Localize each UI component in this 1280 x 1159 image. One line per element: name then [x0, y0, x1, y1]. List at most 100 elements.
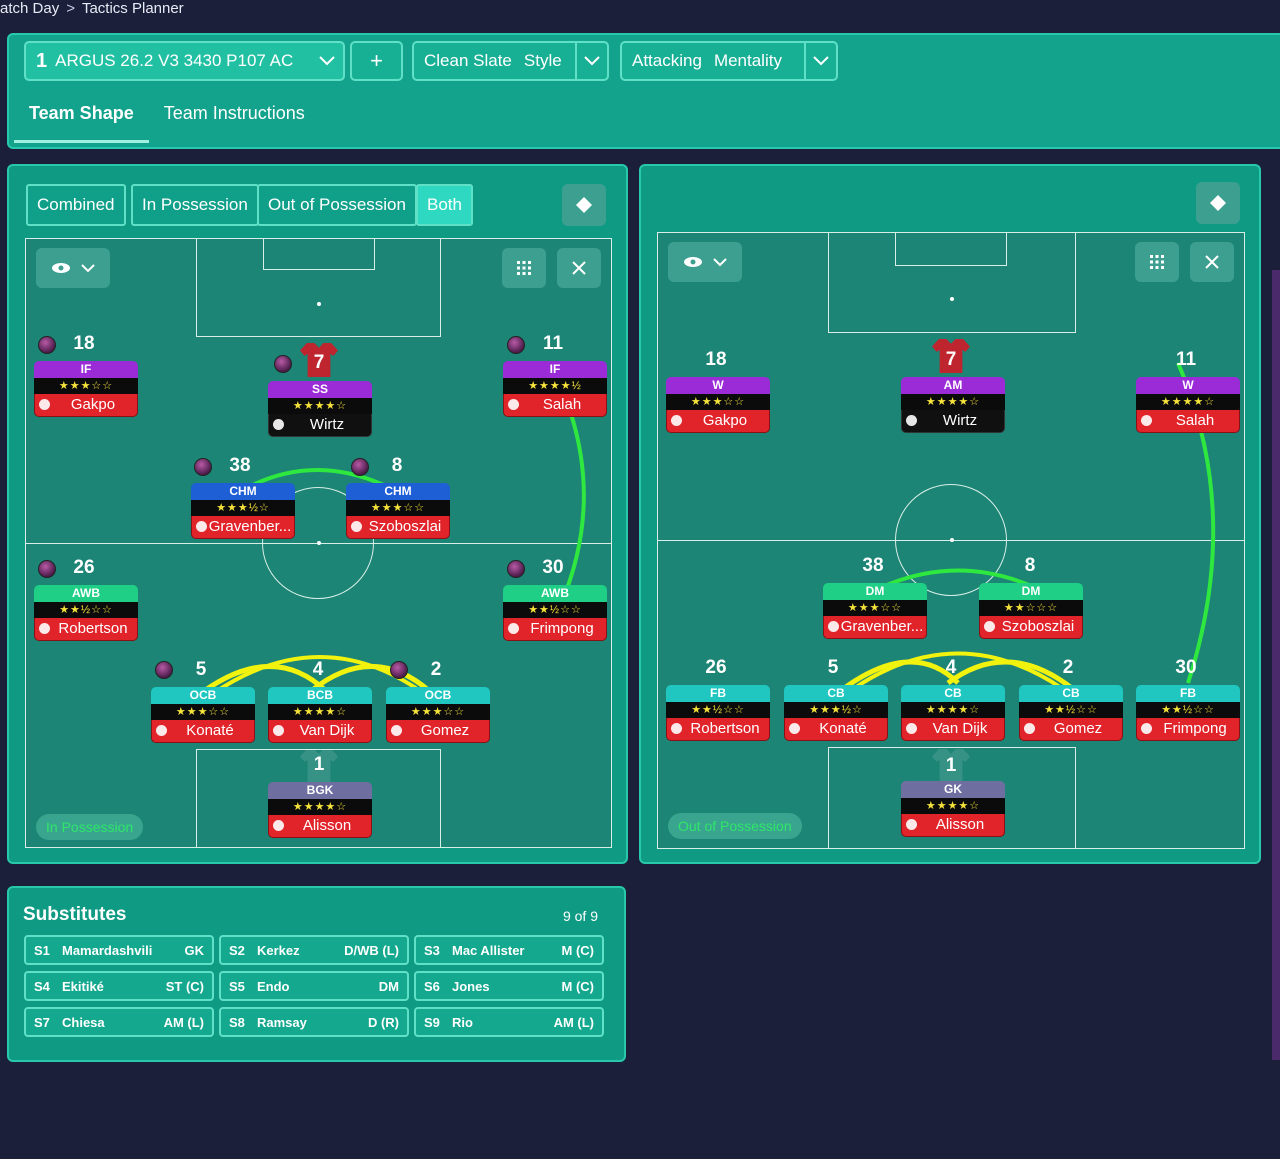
sub-name: Ekitiké [62, 978, 104, 994]
tab-team-shape[interactable]: Team Shape [14, 91, 149, 143]
star-rating: ★★★☆☆ [666, 394, 770, 410]
substitute-slot[interactable]: S4 Ekitiké ST (C) [24, 971, 214, 1001]
breadcrumb-tactics-planner[interactable]: Tactics Planner [81, 0, 184, 17]
player-card[interactable]: GK ★★★★☆ Alisson [901, 781, 1005, 837]
player-name: Gravenber... [823, 616, 927, 639]
star-rating: ★★☆☆☆ [979, 600, 1083, 616]
player-card[interactable]: AWB ★★½☆☆ Frimpong [503, 585, 607, 641]
sub-name: Endo [257, 978, 290, 994]
player-card[interactable]: AWB ★★½☆☆ Robertson [34, 585, 138, 641]
toggle-combined[interactable]: Combined [26, 184, 126, 226]
player-role: CHM [346, 483, 450, 500]
player-avatar-icon [273, 725, 284, 736]
player-name: Konaté [151, 720, 255, 743]
player-role: CB [784, 685, 888, 702]
chevron-down-icon [575, 43, 607, 79]
substitute-slot[interactable]: S8 Ramsay D (R) [219, 1007, 409, 1037]
toggle-both[interactable]: Both [416, 184, 473, 226]
tactic-selector[interactable]: 1 ARGUS 26.2 V3 3430 P107 AC [24, 41, 345, 81]
player-card[interactable]: IF ★★★★½ Salah [503, 361, 607, 417]
tactic-header: 1 ARGUS 26.2 V3 3430 P107 AC + Clean Sla… [7, 33, 1280, 149]
player-card[interactable]: BGK ★★★★☆ Alisson [268, 782, 372, 838]
add-tactic-button[interactable]: + [350, 41, 403, 81]
player-role: BGK [268, 782, 372, 799]
star-rating: ★★★★☆ [1136, 394, 1240, 410]
substitute-slot[interactable]: S7 Chiesa AM (L) [24, 1007, 214, 1037]
player-card[interactable]: W ★★★★☆ Salah [1136, 377, 1240, 433]
player-role: AM [901, 377, 1005, 394]
player-card[interactable]: FB ★★½☆☆ Frimpong [1136, 685, 1240, 741]
penalty-area-bottom [828, 747, 1076, 848]
grid-icon[interactable] [502, 248, 546, 288]
style-label: Style [523, 51, 562, 70]
player-avatar-icon [273, 820, 284, 831]
player-card[interactable]: FB ★★½☆☆ Robertson [666, 685, 770, 741]
player-role: DM [979, 583, 1083, 600]
diamond-icon[interactable] [1196, 182, 1240, 224]
sub-position: AM (L) [163, 1014, 204, 1030]
player-card[interactable]: DM ★★★☆☆ Gravenber... [823, 583, 927, 639]
star-rating: ★★★★☆ [268, 398, 372, 414]
substitute-slot[interactable]: S2 Kerkez D/WB (L) [219, 935, 409, 965]
tactic-name: ARGUS 26.2 V3 3430 P107 AC [55, 51, 294, 70]
substitute-slot[interactable]: S1 Mamardashvili GK [24, 935, 214, 965]
player-card[interactable]: AM ★★★★☆ Wirtz [901, 377, 1005, 433]
toggle-in-possession[interactable]: In Possession [131, 184, 259, 226]
player-avatar-icon [671, 415, 682, 426]
player-name: Gakpo [34, 394, 138, 417]
player-card[interactable]: CB ★★½☆☆ Gomez [1019, 685, 1123, 741]
penalty-area-bottom [196, 749, 441, 847]
player-card[interactable]: IF ★★★☆☆ Gakpo [34, 361, 138, 417]
shirt-number: 1 [313, 754, 325, 775]
style-dropdown[interactable]: Clean Slate Style [412, 41, 609, 81]
star-rating: ★★★★☆ [268, 704, 372, 720]
player-card[interactable]: BCB ★★★★☆ Van Dijk [268, 687, 372, 743]
player-card[interactable]: CHM ★★★½☆ Gravenber... [191, 483, 295, 539]
shirt-number: 5 [195, 659, 207, 680]
player-avatar-icon [39, 623, 50, 634]
chevron-down-icon [713, 257, 727, 266]
player-role: OCB [151, 687, 255, 704]
substitute-slot[interactable]: S9 Rio AM (L) [414, 1007, 604, 1037]
sub-slot-number: S4 [34, 978, 50, 994]
centre-spot [950, 538, 954, 542]
substitute-slot[interactable]: S5 Endo DM [219, 971, 409, 1001]
shirt-number: 26 [73, 557, 95, 578]
tab-team-instructions[interactable]: Team Instructions [163, 103, 305, 123]
player-card[interactable]: OCB ★★★☆☆ Konaté [151, 687, 255, 743]
ball-icon [155, 661, 173, 679]
ball-icon [507, 560, 525, 578]
sub-slot-number: S1 [34, 942, 50, 958]
star-rating: ★★★☆☆ [346, 500, 450, 516]
player-avatar-icon [391, 725, 402, 736]
visibility-toggle[interactable] [36, 248, 110, 288]
player-role: IF [503, 361, 607, 378]
shirt-number: 26 [705, 657, 727, 678]
visibility-toggle[interactable] [668, 242, 742, 282]
breadcrumb-match-day[interactable]: atch Day [0, 0, 60, 17]
player-card[interactable]: CB ★★★½☆ Konaté [784, 685, 888, 741]
grid-icon[interactable] [1135, 242, 1179, 282]
player-card[interactable]: DM ★★☆☆☆ Szoboszlai [979, 583, 1083, 639]
substitute-slot[interactable]: S6 Jones M (C) [414, 971, 604, 1001]
player-card[interactable]: OCB ★★★☆☆ Gomez [386, 687, 490, 743]
player-card[interactable]: W ★★★☆☆ Gakpo [666, 377, 770, 433]
sub-position: M (C) [561, 942, 595, 958]
shirt-number: 38 [229, 455, 251, 476]
expand-icon[interactable] [557, 248, 601, 288]
diamond-icon[interactable] [562, 184, 606, 226]
player-name: Salah [1136, 410, 1240, 433]
sub-name: Kerkez [257, 942, 300, 958]
ball-icon [38, 560, 56, 578]
player-card[interactable]: CHM ★★★☆☆ Szoboszlai [346, 483, 450, 539]
substitute-slot[interactable]: S3 Mac Allister M (C) [414, 935, 604, 965]
player-card[interactable]: CB ★★★★☆ Van Dijk [901, 685, 1005, 741]
sub-name: Chiesa [62, 1014, 105, 1030]
sub-position: DM [378, 978, 399, 994]
toggle-out-of-possession[interactable]: Out of Possession [257, 184, 417, 226]
player-avatar-icon [273, 419, 284, 430]
mentality-dropdown[interactable]: Attacking Mentality [620, 41, 838, 81]
star-rating: ★★★★½ [503, 378, 607, 394]
expand-icon[interactable] [1190, 242, 1234, 282]
player-card[interactable]: SS ★★★★☆ Wirtz [268, 381, 372, 437]
